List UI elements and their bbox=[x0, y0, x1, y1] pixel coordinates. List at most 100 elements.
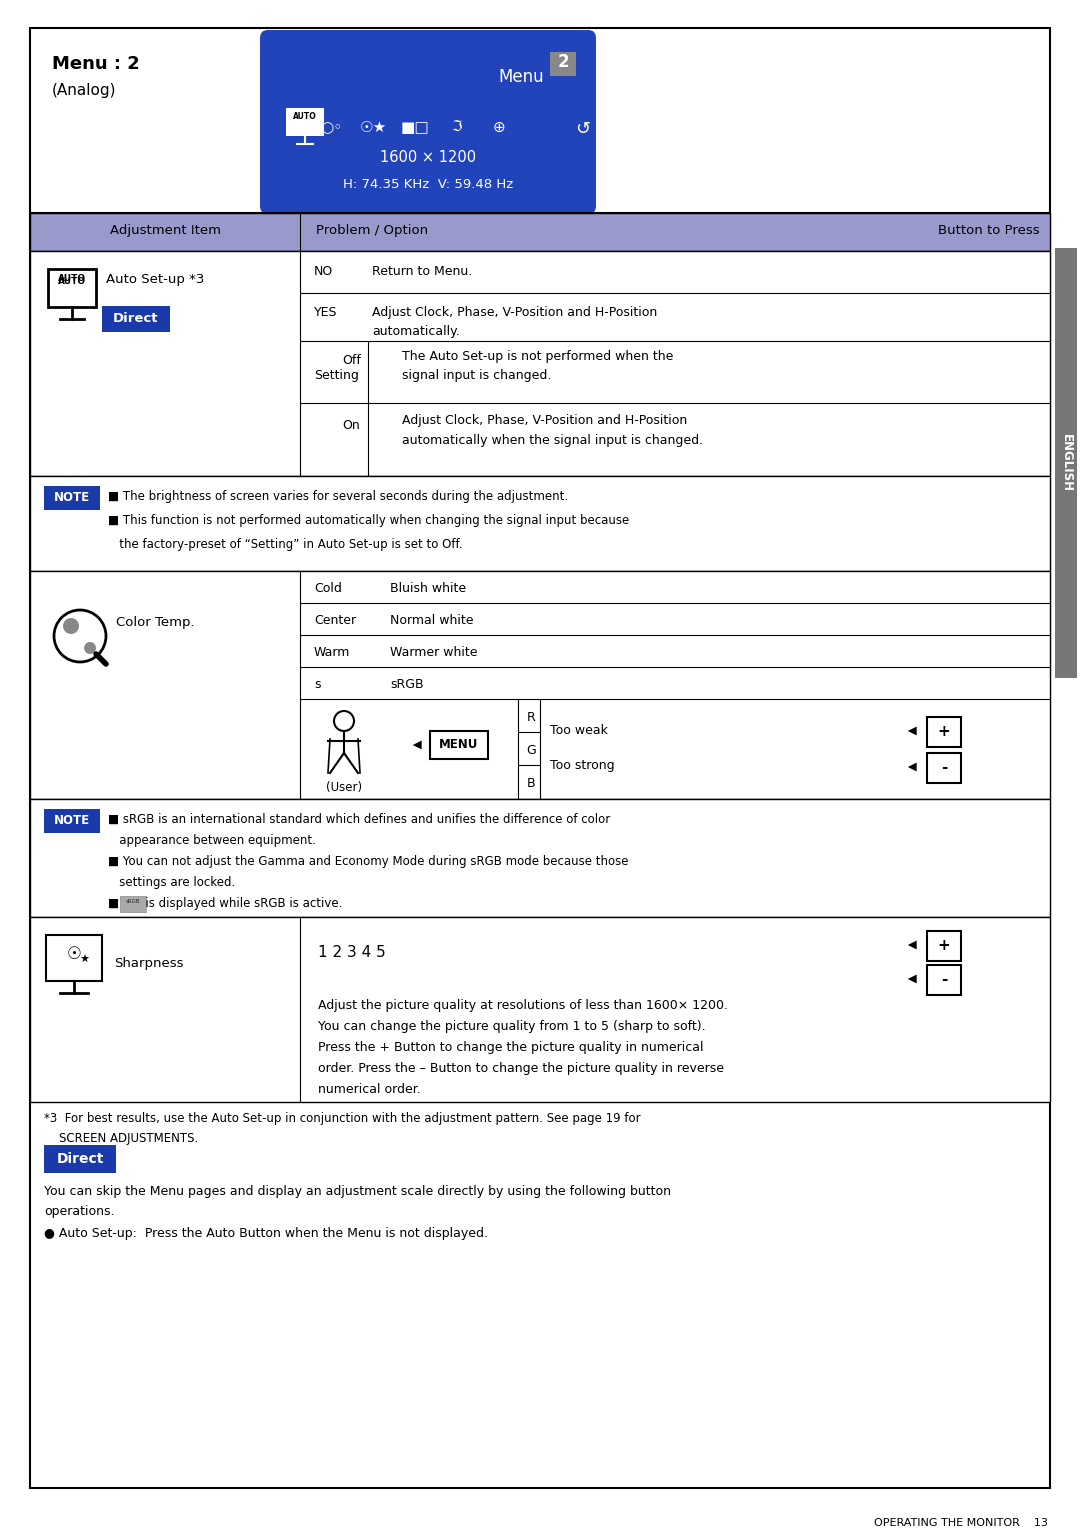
Bar bbox=[430, 730, 488, 759]
FancyBboxPatch shape bbox=[260, 31, 596, 214]
Text: AUTO: AUTO bbox=[58, 277, 86, 286]
Text: ■ The brightness of screen varies for several seconds during the adjustment.: ■ The brightness of screen varies for se… bbox=[108, 490, 568, 503]
Text: Adjustment Item: Adjustment Item bbox=[109, 225, 220, 237]
Text: *3  For best results, use the Auto Set-up in conjunction with the adjustment pat: *3 For best results, use the Auto Set-up… bbox=[44, 1112, 640, 1125]
Text: You can change the picture quality from 1 to 5 (sharp to soft).: You can change the picture quality from … bbox=[318, 1021, 705, 1033]
Text: Direct: Direct bbox=[56, 1152, 104, 1166]
Bar bbox=[927, 753, 961, 782]
Bar bbox=[30, 799, 1050, 917]
Text: operations.: operations. bbox=[44, 1206, 114, 1218]
Text: The Auto Set-up is not performed when the: The Auto Set-up is not performed when th… bbox=[402, 350, 673, 364]
Text: (Analog): (Analog) bbox=[52, 83, 117, 98]
Circle shape bbox=[84, 642, 96, 654]
Text: You can skip the Menu pages and display an adjustment scale directly by using th: You can skip the Menu pages and display … bbox=[44, 1186, 671, 1198]
Text: the factory-preset of “Setting” in Auto Set-up is set to Off.: the factory-preset of “Setting” in Auto … bbox=[108, 538, 462, 552]
Bar bbox=[30, 251, 1050, 477]
Text: Off: Off bbox=[342, 354, 361, 367]
Text: Cold: Cold bbox=[314, 582, 342, 594]
Text: Auto Set-up *3: Auto Set-up *3 bbox=[106, 274, 204, 286]
Bar bbox=[927, 931, 961, 961]
Bar bbox=[44, 808, 100, 833]
Text: Warm: Warm bbox=[314, 646, 350, 659]
Text: Direct: Direct bbox=[113, 312, 159, 325]
Text: appearance between equipment.: appearance between equipment. bbox=[108, 834, 315, 847]
Text: s: s bbox=[314, 678, 321, 691]
Text: NOTE: NOTE bbox=[54, 490, 90, 504]
Bar bbox=[927, 717, 961, 747]
Text: 1600 × 1200: 1600 × 1200 bbox=[380, 150, 476, 165]
Bar bbox=[927, 966, 961, 995]
Circle shape bbox=[63, 617, 79, 634]
Text: sRGB: sRGB bbox=[125, 898, 140, 905]
Text: automatically.: automatically. bbox=[372, 325, 460, 338]
Bar bbox=[52, 274, 92, 296]
Bar bbox=[44, 486, 100, 510]
Text: ■ You can not adjust the Gamma and Economy Mode during sRGB mode because those: ■ You can not adjust the Gamma and Econo… bbox=[108, 856, 629, 868]
Text: ☉★: ☉★ bbox=[360, 121, 387, 134]
Bar bbox=[286, 108, 324, 136]
Bar bbox=[30, 571, 1050, 799]
Text: Adjust Clock, Phase, V-Position and H-Position: Adjust Clock, Phase, V-Position and H-Po… bbox=[372, 306, 658, 319]
Text: -: - bbox=[941, 972, 947, 987]
Text: Press the + Button to change the picture quality in numerical: Press the + Button to change the picture… bbox=[318, 1041, 703, 1054]
Text: NO: NO bbox=[314, 264, 334, 278]
Bar bbox=[1055, 248, 1077, 678]
Text: Bluish white: Bluish white bbox=[390, 582, 467, 594]
Text: Button to Press: Button to Press bbox=[939, 225, 1040, 237]
Text: Center: Center bbox=[314, 614, 356, 626]
Text: OPERATING THE MONITOR    13: OPERATING THE MONITOR 13 bbox=[874, 1517, 1048, 1528]
Text: ■ sRGB is an international standard which defines and unifies the difference of : ■ sRGB is an international standard whic… bbox=[108, 813, 610, 827]
Text: Too weak: Too weak bbox=[550, 724, 608, 736]
Text: YES: YES bbox=[314, 306, 337, 319]
Bar bbox=[30, 917, 1050, 1102]
Text: SCREEN ADJUSTMENTS.: SCREEN ADJUSTMENTS. bbox=[44, 1132, 199, 1144]
Bar bbox=[48, 269, 96, 307]
Text: ■       is displayed while sRGB is active.: ■ is displayed while sRGB is active. bbox=[108, 897, 342, 911]
Text: 1 2 3 4 5: 1 2 3 4 5 bbox=[318, 944, 386, 960]
Text: (User): (User) bbox=[326, 781, 362, 795]
Text: AUTO: AUTO bbox=[293, 112, 316, 121]
Text: Return to Menu.: Return to Menu. bbox=[372, 264, 472, 278]
Text: Adjust Clock, Phase, V-Position and H-Position: Adjust Clock, Phase, V-Position and H-Po… bbox=[402, 414, 687, 426]
Text: automatically when the signal input is changed.: automatically when the signal input is c… bbox=[402, 434, 703, 448]
Text: ■ This function is not performed automatically when changing the signal input be: ■ This function is not performed automat… bbox=[108, 513, 630, 527]
Text: ☉: ☉ bbox=[67, 944, 81, 963]
Text: Adjust the picture quality at resolutions of less than 1600× 1200.: Adjust the picture quality at resolution… bbox=[318, 999, 728, 1012]
Bar bbox=[120, 895, 146, 912]
Bar bbox=[102, 306, 170, 332]
Text: AUTO: AUTO bbox=[58, 274, 86, 283]
Text: Normal white: Normal white bbox=[390, 614, 473, 626]
Text: +: + bbox=[937, 724, 950, 740]
Text: Sharpness: Sharpness bbox=[114, 957, 184, 970]
Text: H: 74.35 KHz  V: 59.48 Hz: H: 74.35 KHz V: 59.48 Hz bbox=[342, 177, 513, 191]
Text: Setting: Setting bbox=[314, 368, 359, 382]
Text: NOTE: NOTE bbox=[54, 814, 90, 827]
Bar bbox=[30, 477, 1050, 571]
Text: ↺: ↺ bbox=[576, 121, 591, 138]
Text: Menu : 2: Menu : 2 bbox=[52, 55, 139, 73]
Text: ★: ★ bbox=[79, 955, 89, 966]
Text: Too strong: Too strong bbox=[550, 759, 615, 772]
Text: Warmer white: Warmer white bbox=[390, 646, 477, 659]
Text: G: G bbox=[526, 744, 536, 756]
Text: On: On bbox=[342, 419, 360, 432]
Text: ■□: ■□ bbox=[401, 121, 430, 134]
Text: sRGB: sRGB bbox=[390, 678, 423, 691]
Text: ● Auto Set-up:  Press the Auto Button when the Menu is not displayed.: ● Auto Set-up: Press the Auto Button whe… bbox=[44, 1227, 488, 1241]
Bar bbox=[30, 212, 1050, 251]
Text: -: - bbox=[941, 759, 947, 775]
Text: Problem / Option: Problem / Option bbox=[316, 225, 428, 237]
Text: +: + bbox=[937, 938, 950, 953]
Text: 2: 2 bbox=[557, 53, 569, 70]
Text: MENU: MENU bbox=[440, 738, 478, 750]
Text: ○◦: ○◦ bbox=[320, 121, 342, 134]
Text: order. Press the – Button to change the picture quality in reverse: order. Press the – Button to change the … bbox=[318, 1062, 724, 1076]
Text: Menu: Menu bbox=[498, 69, 543, 86]
Bar bbox=[550, 52, 576, 76]
Text: Color Temp.: Color Temp. bbox=[116, 616, 194, 630]
Text: ⊕: ⊕ bbox=[492, 121, 505, 134]
Text: numerical order.: numerical order. bbox=[318, 1083, 421, 1096]
Text: signal input is changed.: signal input is changed. bbox=[402, 368, 552, 382]
Text: ENGLISH: ENGLISH bbox=[1059, 434, 1072, 492]
Text: ℑ: ℑ bbox=[451, 121, 462, 134]
